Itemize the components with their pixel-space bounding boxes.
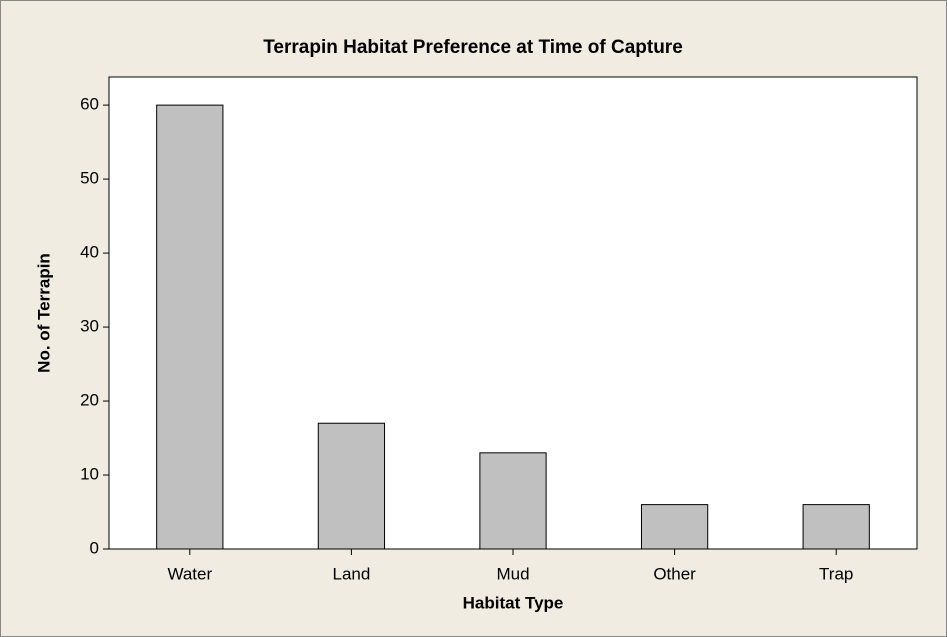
y-tick-label: 60 (80, 95, 99, 114)
y-tick-label: 50 (80, 169, 99, 188)
bar (802, 504, 870, 550)
bar (640, 504, 709, 550)
y-tick-label: 0 (90, 538, 99, 557)
x-tick-label: Water (167, 564, 212, 583)
y-tick-label: 20 (80, 391, 99, 410)
x-tick-label: Trap (819, 564, 853, 583)
x-tick-label: Land (332, 564, 370, 583)
y-tick-label: 40 (80, 243, 99, 262)
y-axis-title: No. of Terrapin (34, 253, 53, 373)
bar (479, 452, 547, 550)
bar (317, 422, 386, 550)
x-axis-title: Habitat Type (463, 593, 564, 612)
x-tick-label: Mud (496, 564, 529, 583)
chart-title: Terrapin Habitat Preference at Time of C… (263, 37, 683, 58)
bar (156, 104, 224, 550)
x-tick-label: Other (653, 564, 696, 583)
y-tick-label: 30 (80, 317, 99, 336)
y-tick-label: 10 (80, 465, 99, 484)
